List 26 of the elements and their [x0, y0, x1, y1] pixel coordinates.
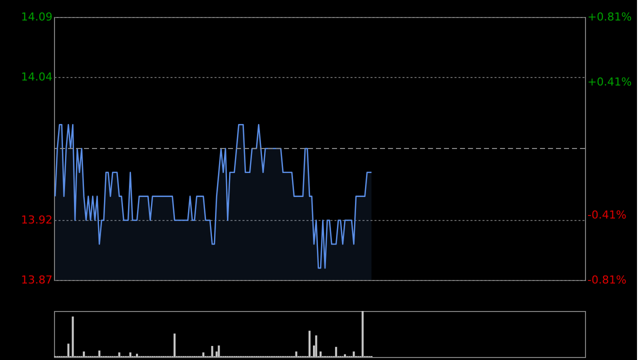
bar [82, 351, 85, 357]
bar [202, 352, 204, 357]
bar [315, 335, 318, 357]
bar [308, 330, 311, 357]
y-tick-label: 13.92 [21, 214, 52, 227]
bar [98, 350, 100, 357]
bar [335, 346, 338, 357]
bar [72, 316, 74, 357]
y2-tick-label: +0.81% [588, 10, 632, 24]
bar [67, 344, 70, 357]
bar [295, 351, 298, 357]
bar [211, 346, 214, 357]
y-tick-label: 13.87 [21, 274, 52, 286]
y-tick-label: 14.09 [21, 10, 52, 24]
y-tick-label: 14.04 [21, 70, 52, 84]
bar [362, 311, 364, 357]
y2-tick-label: -0.81% [588, 274, 626, 286]
y2-tick-label: -0.41% [588, 208, 626, 222]
bar [129, 352, 132, 357]
bar [352, 351, 355, 357]
y2-tick-label: +0.41% [588, 75, 632, 88]
bar [118, 352, 120, 357]
bar [136, 354, 138, 357]
bar [320, 351, 322, 357]
bar [174, 334, 176, 357]
bar [218, 346, 220, 357]
